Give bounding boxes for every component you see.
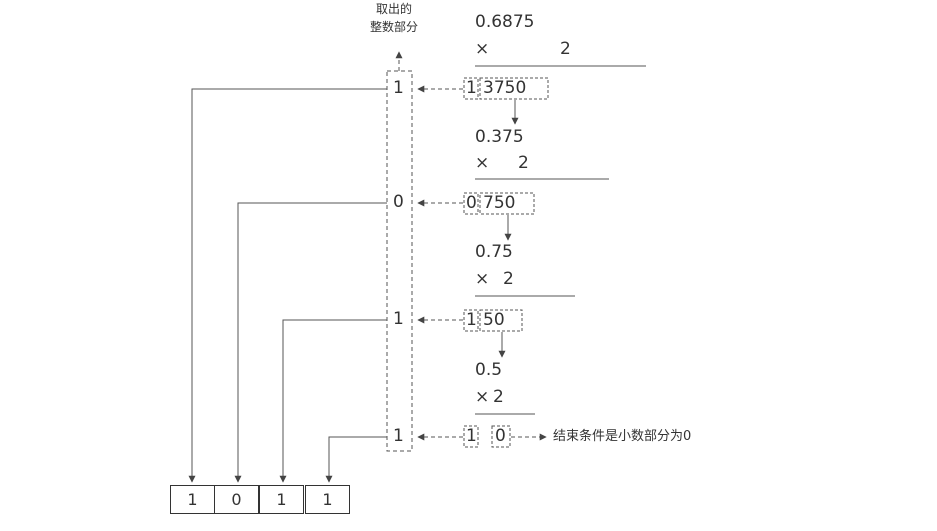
- route-line-4: [325, 436, 387, 483]
- step-4-multiplier: 2: [493, 387, 504, 407]
- extracted-digit-2: 0: [393, 192, 404, 212]
- step-1-value: 0.6875: [475, 12, 535, 32]
- result-bit-1: 1: [170, 485, 215, 514]
- frac-box-4: [491, 425, 511, 448]
- extracted-digit-4: 1: [393, 426, 404, 446]
- end-condition-note: 结束条件是小数部分为0: [553, 429, 692, 444]
- step-1-frac-part: 3750: [483, 78, 527, 98]
- step-4-int-part: 1: [466, 426, 477, 446]
- extracted-column-box: [386, 70, 413, 452]
- int-box-3: [463, 309, 479, 332]
- step-3-multiplier: 2: [503, 269, 514, 289]
- frac-box-1: [479, 77, 549, 100]
- step-4-times: ×: [475, 387, 490, 407]
- int-box-1: [463, 77, 479, 100]
- frac-box-3: [479, 309, 523, 332]
- result-bit-3: 1: [259, 485, 304, 514]
- step-1-times: ×: [475, 39, 490, 59]
- step-1-int-part: 1: [466, 78, 477, 98]
- step-3-times: ×: [475, 269, 490, 289]
- caption-line-2: 整数部分: [370, 20, 419, 34]
- step-2-frac-part: 750: [483, 193, 516, 213]
- route-line-1: [188, 88, 387, 483]
- caption-line-1: 取出的: [376, 2, 413, 16]
- step-4-value: 0.5: [475, 360, 503, 380]
- step-3-value: 0.75: [475, 242, 513, 262]
- int-box-2: [463, 192, 479, 215]
- step-1-multiplier: 2: [560, 39, 571, 59]
- step-3-frac-part: 50: [483, 310, 505, 330]
- step-2-value: 0.375: [475, 127, 524, 147]
- result-bit-2: 0: [214, 485, 259, 514]
- step-2-int-part: 0: [466, 193, 477, 213]
- step-2-multiplier: 2: [518, 153, 529, 173]
- extracted-digit-1: 1: [393, 78, 404, 98]
- int-box-4: [463, 425, 479, 448]
- step-3-int-part: 1: [466, 310, 477, 330]
- route-line-2: [234, 202, 387, 483]
- step-4-frac-part: 0: [495, 426, 506, 446]
- frac-box-2: [479, 192, 535, 215]
- route-line-3: [279, 319, 387, 483]
- extracted-digit-3: 1: [393, 309, 404, 329]
- step-2-times: ×: [475, 153, 490, 173]
- result-bit-4: 1: [305, 485, 350, 514]
